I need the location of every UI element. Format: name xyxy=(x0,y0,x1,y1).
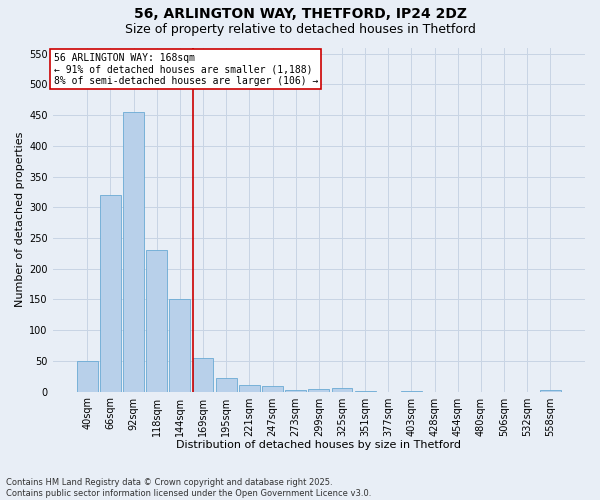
Y-axis label: Number of detached properties: Number of detached properties xyxy=(15,132,25,307)
Bar xyxy=(540,390,561,392)
Bar xyxy=(262,386,283,392)
Text: Contains HM Land Registry data © Crown copyright and database right 2025.
Contai: Contains HM Land Registry data © Crown c… xyxy=(6,478,371,498)
Text: Size of property relative to detached houses in Thetford: Size of property relative to detached ho… xyxy=(125,22,475,36)
X-axis label: Distribution of detached houses by size in Thetford: Distribution of detached houses by size … xyxy=(176,440,461,450)
Bar xyxy=(308,388,329,392)
Bar xyxy=(332,388,352,392)
Bar xyxy=(146,250,167,392)
Bar xyxy=(355,391,376,392)
Bar xyxy=(193,358,214,392)
Text: 56, ARLINGTON WAY, THETFORD, IP24 2DZ: 56, ARLINGTON WAY, THETFORD, IP24 2DZ xyxy=(133,8,467,22)
Bar xyxy=(401,391,422,392)
Bar xyxy=(100,195,121,392)
Bar xyxy=(77,361,98,392)
Bar xyxy=(216,378,236,392)
Bar xyxy=(169,300,190,392)
Bar xyxy=(123,112,144,392)
Bar xyxy=(239,386,260,392)
Bar xyxy=(285,390,306,392)
Text: 56 ARLINGTON WAY: 168sqm
← 91% of detached houses are smaller (1,188)
8% of semi: 56 ARLINGTON WAY: 168sqm ← 91% of detach… xyxy=(54,52,318,86)
